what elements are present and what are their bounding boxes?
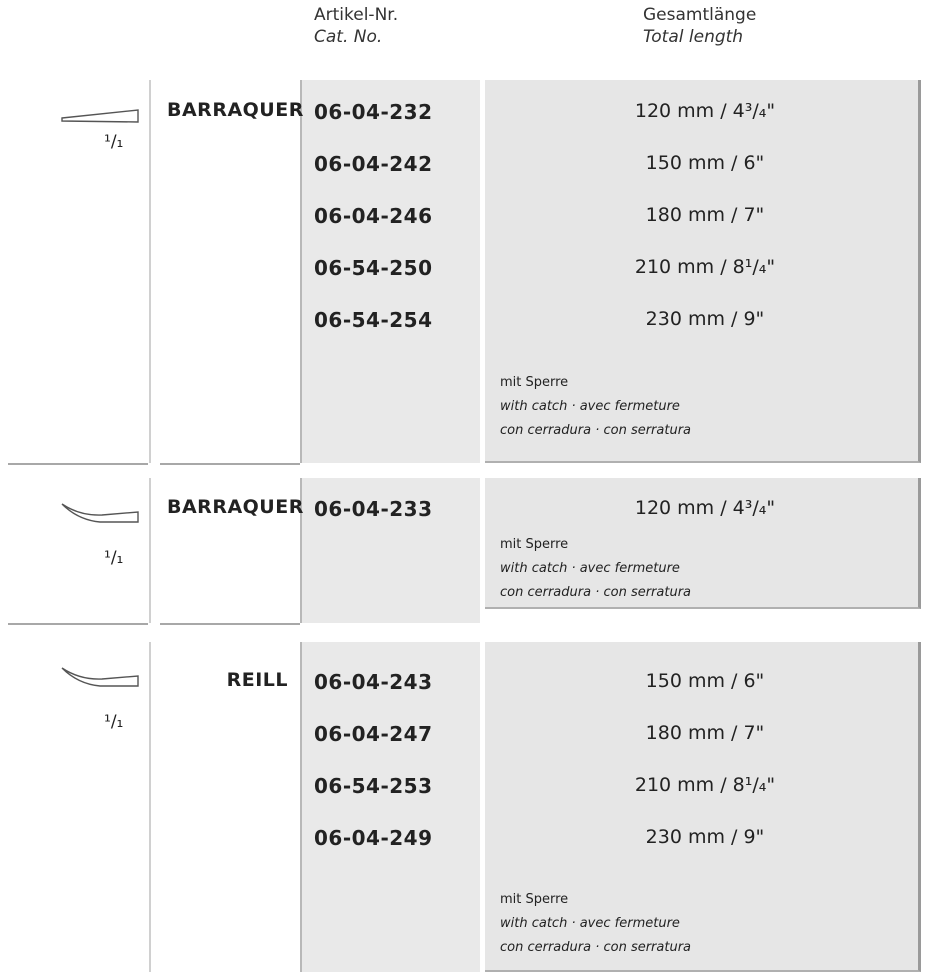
length-header: Gesamtlänge Total length: [643, 4, 756, 48]
note: con cerradura · con serratura: [500, 423, 692, 438]
note: con cerradura · con serratura: [500, 585, 692, 600]
note: mit Sperre: [500, 892, 569, 907]
note: con cerradura · con serratura: [500, 940, 692, 955]
separator: [8, 463, 148, 465]
cat-no: 06-04-233: [314, 497, 433, 521]
header-text: Artikel-Nr.: [314, 5, 399, 25]
note: mit Sperre: [500, 537, 569, 552]
note: mit Sperre: [500, 375, 569, 390]
scale: ¹/₁: [104, 132, 124, 152]
instrument-icon: [61, 667, 139, 687]
header-text: Total length: [643, 27, 744, 47]
cat-no: 06-04-249: [314, 826, 433, 850]
scale: ¹/₁: [104, 712, 124, 732]
separator: [8, 623, 148, 625]
length: 210 mm / 8¹/₄": [634, 774, 776, 796]
divider: [149, 478, 151, 623]
scale: ¹/₁: [104, 548, 124, 568]
length-box: [485, 642, 921, 972]
cat-box: [302, 478, 480, 623]
divider: [300, 478, 302, 623]
cat-box: [302, 80, 480, 463]
length: 120 mm / 4³/₄": [634, 100, 776, 122]
cat-no-header: Artikel-Nr. Cat. No.: [314, 4, 398, 48]
length: 180 mm / 7": [645, 204, 765, 226]
group-name: BARRAQUER: [167, 99, 304, 121]
cat-no: 06-54-250: [314, 256, 433, 280]
length: 210 mm / 8¹/₄": [634, 256, 776, 278]
cat-no: 06-04-242: [314, 152, 433, 176]
length: 230 mm / 9": [645, 826, 765, 848]
length: 150 mm / 6": [645, 152, 765, 174]
instrument-icon: [61, 503, 139, 523]
note: with catch · avec fermeture: [500, 399, 680, 414]
group-name: REILL: [226, 669, 288, 691]
length-box: [485, 80, 921, 463]
header-text: Cat. No.: [314, 27, 383, 47]
cat-no: 06-04-232: [314, 100, 433, 124]
divider: [300, 80, 302, 463]
cat-no: 06-04-246: [314, 204, 433, 228]
cat-box: [302, 642, 480, 972]
cat-no: 06-04-243: [314, 670, 433, 694]
note: with catch · avec fermeture: [500, 916, 680, 931]
cat-no: 06-54-253: [314, 774, 433, 798]
divider: [300, 642, 302, 972]
length: 230 mm / 9": [645, 308, 765, 330]
divider: [149, 642, 151, 972]
length: 180 mm / 7": [645, 722, 765, 744]
instrument-icon: [61, 109, 139, 123]
separator: [160, 463, 300, 465]
cat-no: 06-04-247: [314, 722, 433, 746]
separator: [160, 623, 300, 625]
header-text: Gesamtlänge: [643, 5, 757, 25]
length: 150 mm / 6": [645, 670, 765, 692]
cat-no: 06-54-254: [314, 308, 433, 332]
note: with catch · avec fermeture: [500, 561, 680, 576]
length: 120 mm / 4³/₄": [634, 497, 776, 519]
divider: [149, 80, 151, 463]
length-box: [485, 478, 921, 609]
group-name: BARRAQUER: [167, 496, 304, 518]
